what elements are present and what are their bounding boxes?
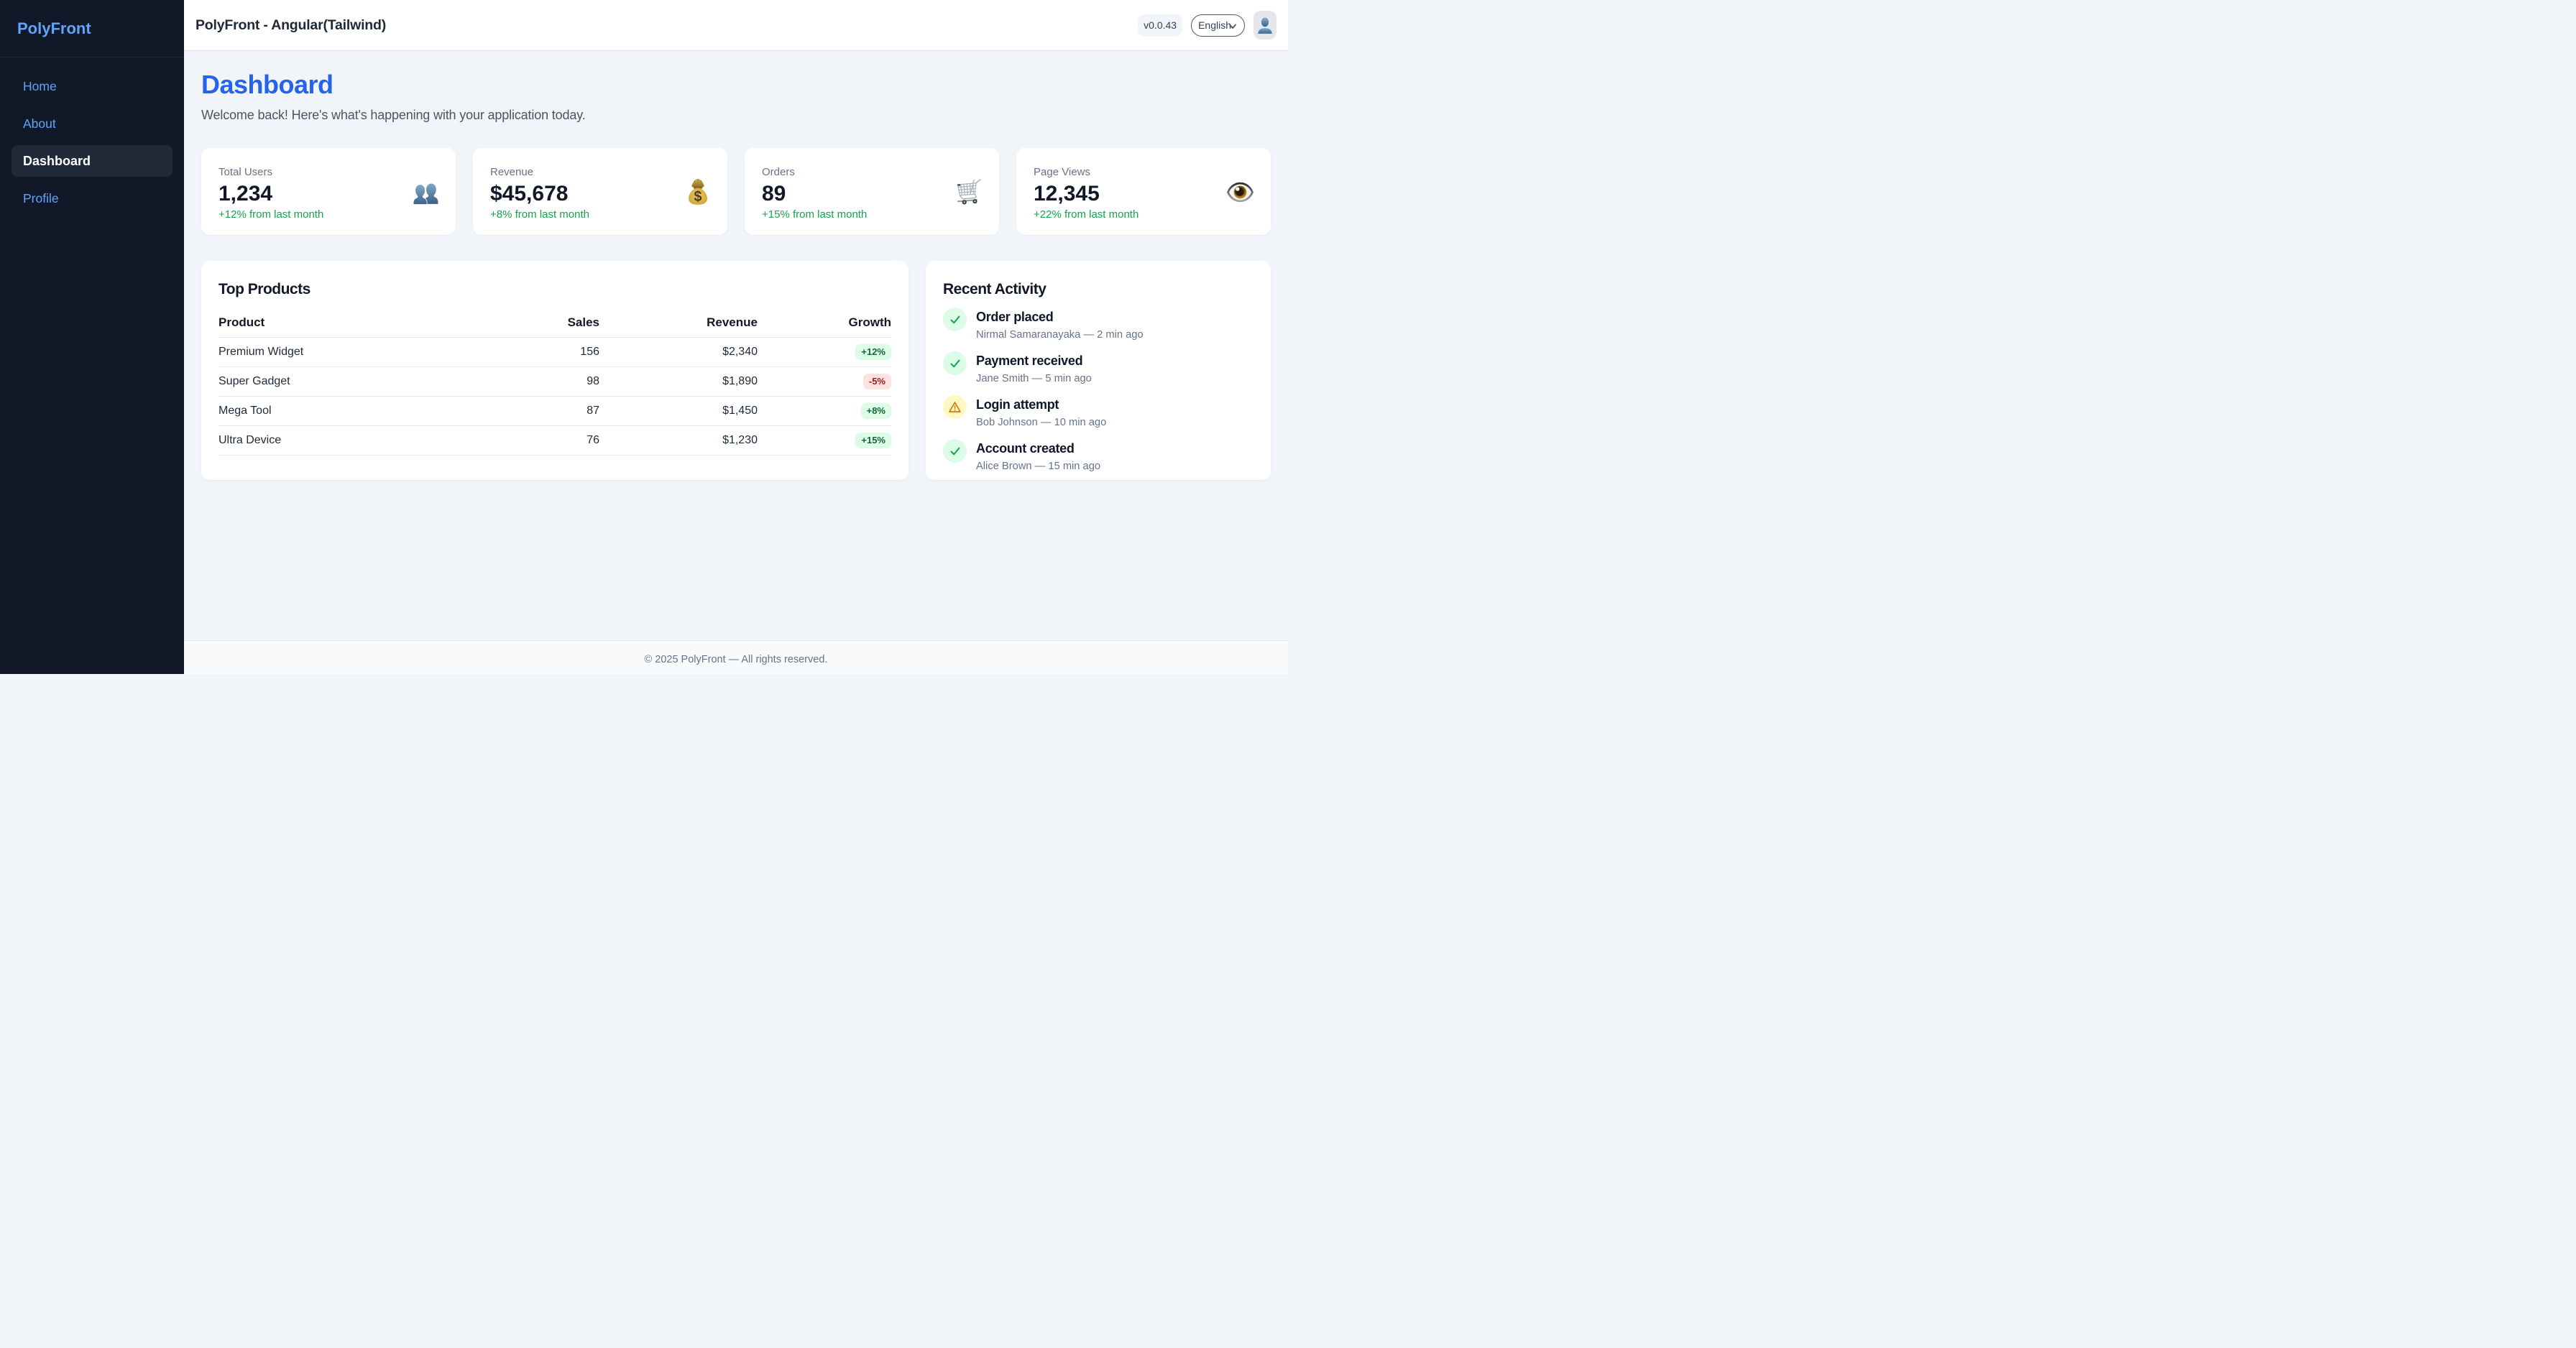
- svg-text:$: $: [694, 189, 702, 205]
